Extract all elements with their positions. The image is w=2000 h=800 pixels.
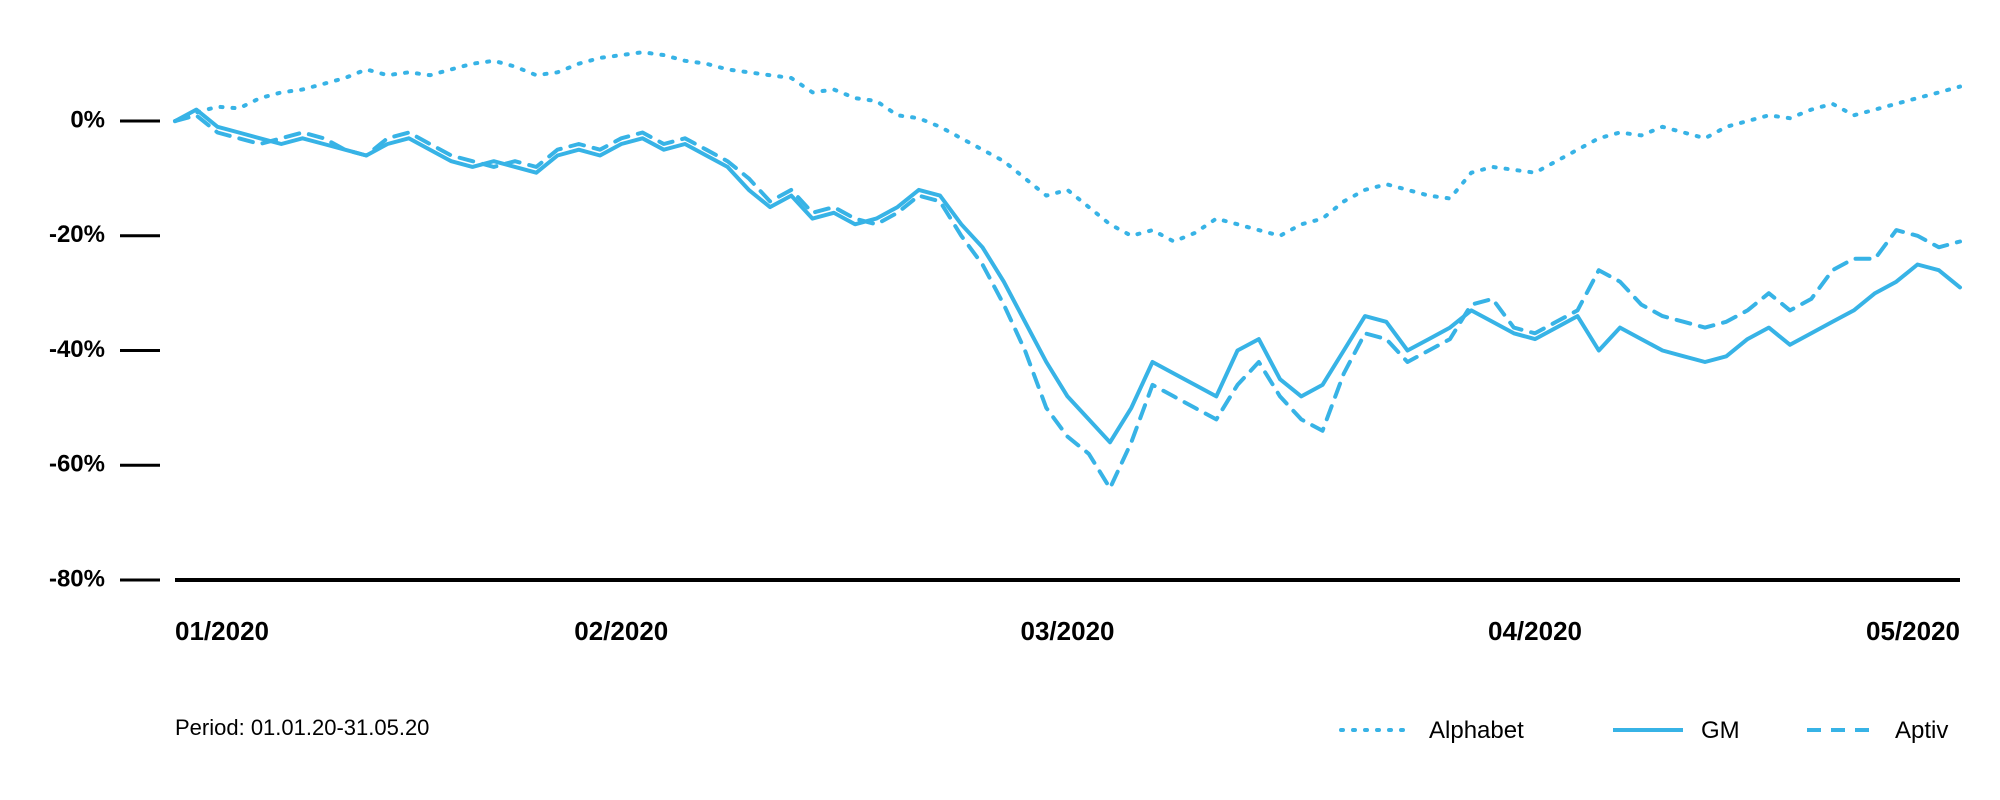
y-tick-label: -60% — [49, 451, 105, 478]
y-tick-label: -20% — [49, 221, 105, 248]
series-aptiv — [175, 115, 1960, 488]
x-tick-label: 01/2020 — [175, 616, 269, 646]
x-tick-label: 02/2020 — [574, 616, 668, 646]
x-tick-label: 03/2020 — [1021, 616, 1115, 646]
y-tick-label: -80% — [49, 565, 105, 592]
series-gm — [175, 110, 1960, 443]
y-tick-label: 0% — [70, 106, 105, 133]
legend-label-aptiv: Aptiv — [1895, 717, 1948, 744]
x-tick-label: 04/2020 — [1488, 616, 1582, 646]
legend-label-alphabet: Alphabet — [1429, 717, 1524, 744]
stock-return-chart: 0% -20% -40% -60% -80% 01/2020 02/2020 03/2020 0… — [0, 0, 2000, 800]
period-note: Period: 01.01.20-31.05.20 — [175, 715, 429, 740]
series-alphabet — [175, 52, 1960, 241]
y-tick-label: -40% — [49, 336, 105, 363]
chart-svg: 0% -20% -40% -60% -80% 01/2020 02/2020 03/2020 0… — [0, 0, 2000, 800]
x-tick-label: 05/2020 — [1866, 616, 1960, 646]
legend-label-gm: GM — [1701, 717, 1740, 744]
